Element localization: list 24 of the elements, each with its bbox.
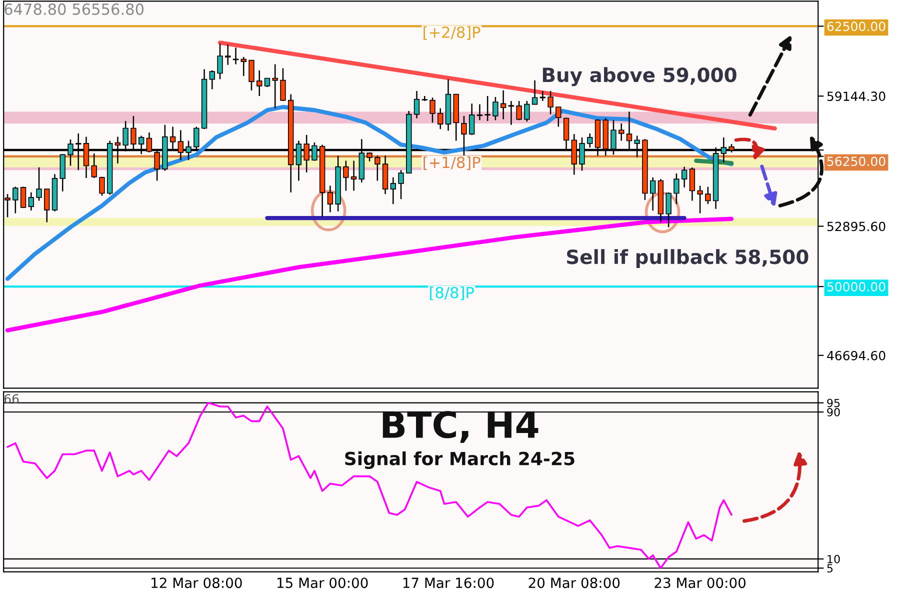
y-tick-label: 56250.00 [827,156,886,166]
annotation: 66 [4,394,19,404]
y-tick-label: 52895.60 [827,222,886,232]
x-tick-label: 17 Mar 16:00 [403,578,494,588]
y-tick-label: 90 [827,408,840,416]
y-tick-label: 95 [827,398,840,408]
ref-line-label: [+1/8]P [424,156,480,170]
y-tick-label: 62500.00 [827,22,886,32]
annotation: 6478.80 56556.80 [4,3,144,15]
y-tick-label: 59144.30 [827,92,886,102]
x-tick-label: 23 Mar 00:00 [654,578,746,588]
ref-line-label: [8/8]P [430,286,474,300]
annotation: Buy above 59,000 [542,67,736,86]
chart-title: BTC, H4 [382,410,538,443]
y-tick-label: 10 [828,554,840,564]
y-tick-label: 46694.60 [827,350,886,360]
annotation: Sell if pullback 58,500 [567,249,808,268]
y-tick-label: 5 [827,564,833,573]
text: Signal for March 24-25 [345,451,574,470]
x-tick-label: 12 Mar 08:00 [152,578,242,588]
x-tick-label: 20 Mar 08:00 [528,578,620,588]
ref-line-label: [+2/8]P [424,26,480,40]
y-tick-label: 50000.00 [827,282,886,292]
x-tick-label: 15 Mar 00:00 [277,578,368,588]
